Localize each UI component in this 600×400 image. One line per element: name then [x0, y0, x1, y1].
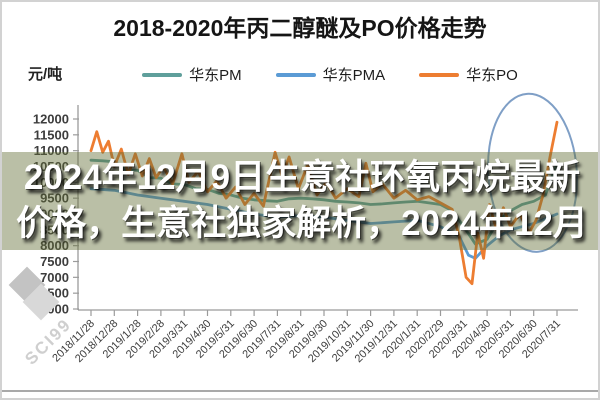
legend-swatch-pm-icon	[142, 72, 183, 77]
series-line-华东PO	[89, 120, 559, 286]
y-tick-label: 11000	[34, 143, 69, 158]
y-tick-label: 10000	[33, 175, 69, 190]
y-tick-label: 9000	[40, 207, 69, 222]
legend-label-po: 华东PO	[466, 67, 518, 84]
legend-label-pm: 华东PM	[189, 67, 242, 84]
legend-label-pma: 华东PMA	[322, 67, 386, 84]
y-axis-unit-label: 元/吨	[28, 66, 63, 83]
caption-overlay-line1: 2024年12月9日生意社环氧丙烷最新	[23, 158, 581, 197]
highlight-ellipse-annotation	[487, 92, 579, 253]
caption-overlay-line2: 价格，生意社独家解析，2024年12月	[16, 204, 588, 243]
legend-swatch-po-icon	[419, 72, 460, 77]
legend-item-po: 华东PO	[419, 64, 518, 85]
y-tick-label: 8000	[40, 238, 69, 253]
y-tick-label: 7500	[40, 254, 69, 269]
legend-swatch-pma-icon	[275, 72, 316, 77]
y-tick-label: 7000	[40, 270, 69, 285]
bottom-divider	[2, 390, 598, 392]
series-line-华东PMA	[89, 187, 559, 260]
chart-legend: 华东PM 华东PMA 华东PO	[92, 64, 568, 85]
caption-overlay-banner: 2024年12月9日生意社环氧丙烷最新 价格，生意社独家解析，2024年12月	[2, 152, 598, 250]
y-tick-label: 10500	[33, 159, 69, 174]
chart-title: 2018-2020年丙二醇醚及PO价格走势	[113, 15, 487, 41]
y-tick-label: 12000	[33, 112, 69, 127]
legend-item-pm: 华东PM	[142, 64, 242, 85]
y-tick-label: 11500	[34, 127, 69, 142]
y-tick-label: 8500	[40, 222, 69, 237]
y-tick-label: 9500	[40, 191, 69, 206]
legend-item-pma: 华东PMA	[275, 64, 386, 85]
